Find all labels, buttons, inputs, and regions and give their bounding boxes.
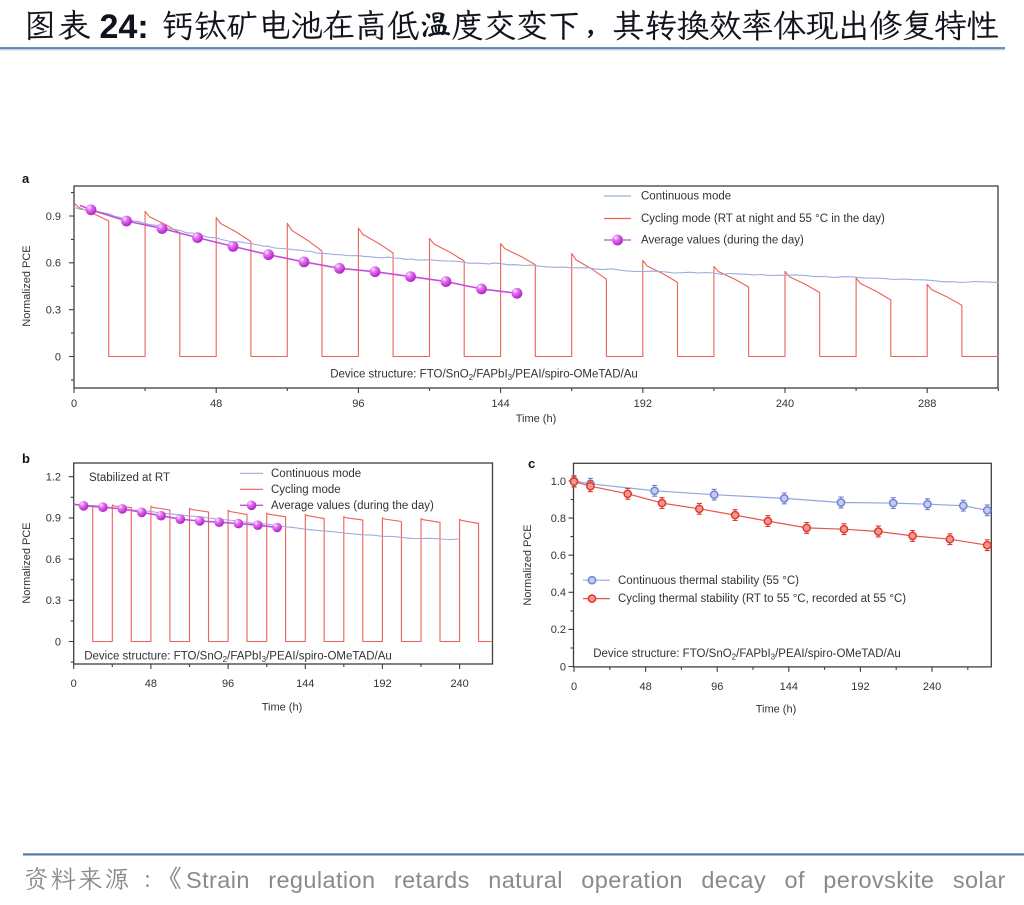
svg-text:Time (h): Time (h) xyxy=(756,704,797,716)
svg-text:48: 48 xyxy=(639,681,651,693)
svg-text:Average values (during the day: Average values (during the day) xyxy=(641,235,804,247)
svg-text:Time (h): Time (h) xyxy=(516,413,557,425)
svg-text:48: 48 xyxy=(145,678,157,690)
svg-text:Stabilized at RT: Stabilized at RT xyxy=(89,472,170,484)
svg-text:96: 96 xyxy=(352,398,364,410)
svg-text:b: b xyxy=(22,451,30,466)
svg-text:Continuous mode: Continuous mode xyxy=(271,468,361,480)
svg-text:Continuous thermal stability (: Continuous thermal stability (55 °C) xyxy=(618,575,799,587)
svg-text:Cycling mode (RT at night and: Cycling mode (RT at night and 55 °C in t… xyxy=(641,213,885,225)
svg-text:0: 0 xyxy=(55,636,61,648)
svg-text:1.2: 1.2 xyxy=(46,472,61,484)
svg-text:0: 0 xyxy=(560,661,566,673)
svg-text:0.6: 0.6 xyxy=(46,258,61,270)
svg-text:Continuous mode: Continuous mode xyxy=(641,191,731,203)
svg-text:192: 192 xyxy=(634,398,652,410)
svg-text:192: 192 xyxy=(373,678,391,690)
svg-text:144: 144 xyxy=(780,681,798,693)
svg-text:240: 240 xyxy=(450,678,468,690)
svg-text:144: 144 xyxy=(296,678,314,690)
svg-text:0.3: 0.3 xyxy=(46,595,61,607)
svg-text:Normalized PCE: Normalized PCE xyxy=(522,524,534,605)
svg-text:a: a xyxy=(22,171,30,186)
svg-text:0: 0 xyxy=(71,678,77,690)
svg-text:Device structure: FTO/SnO2/FAP: Device structure: FTO/SnO2/FAPbI3/PEAI/s… xyxy=(84,651,392,665)
svg-text:0.6: 0.6 xyxy=(46,554,61,566)
svg-text:Device structure: FTO/SnO2/FAP: Device structure: FTO/SnO2/FAPbI3/PEAI/s… xyxy=(593,648,901,662)
svg-text:240: 240 xyxy=(923,681,941,693)
svg-text:240: 240 xyxy=(776,398,794,410)
svg-text:1.0: 1.0 xyxy=(551,476,566,488)
svg-text:96: 96 xyxy=(222,678,234,690)
svg-text:Time (h): Time (h) xyxy=(262,702,303,714)
svg-text:0.4: 0.4 xyxy=(551,587,566,599)
svg-text:c: c xyxy=(528,456,535,471)
svg-text:192: 192 xyxy=(851,681,869,693)
svg-text:0.2: 0.2 xyxy=(551,624,566,636)
svg-text:0.9: 0.9 xyxy=(46,211,61,223)
svg-text:0.6: 0.6 xyxy=(551,550,566,562)
svg-text:Cycling thermal stability (RT: Cycling thermal stability (RT to 55 °C, … xyxy=(618,593,906,605)
svg-text:Device structure: FTO/SnO2/FAP: Device structure: FTO/SnO2/FAPbI3/PEAI/s… xyxy=(330,369,638,383)
svg-text:288: 288 xyxy=(918,398,936,410)
svg-text:Strain regulation retards natu: Strain regulation retards natural operat… xyxy=(186,867,1006,893)
svg-text:0: 0 xyxy=(55,351,61,363)
svg-text:Average values (during the day: Average values (during the day) xyxy=(271,500,434,512)
svg-text:0.8: 0.8 xyxy=(551,513,566,525)
svg-text:96: 96 xyxy=(711,681,723,693)
svg-text:0.3: 0.3 xyxy=(46,304,61,316)
svg-text:0: 0 xyxy=(71,398,77,410)
svg-text:0.9: 0.9 xyxy=(46,513,61,525)
svg-text:Cycling mode: Cycling mode xyxy=(271,484,341,496)
svg-text:48: 48 xyxy=(210,398,222,410)
svg-text:Normalized PCE: Normalized PCE xyxy=(21,245,33,326)
svg-text:0: 0 xyxy=(571,681,577,693)
svg-text:Normalized PCE: Normalized PCE xyxy=(21,522,33,603)
svg-text:144: 144 xyxy=(491,398,509,410)
